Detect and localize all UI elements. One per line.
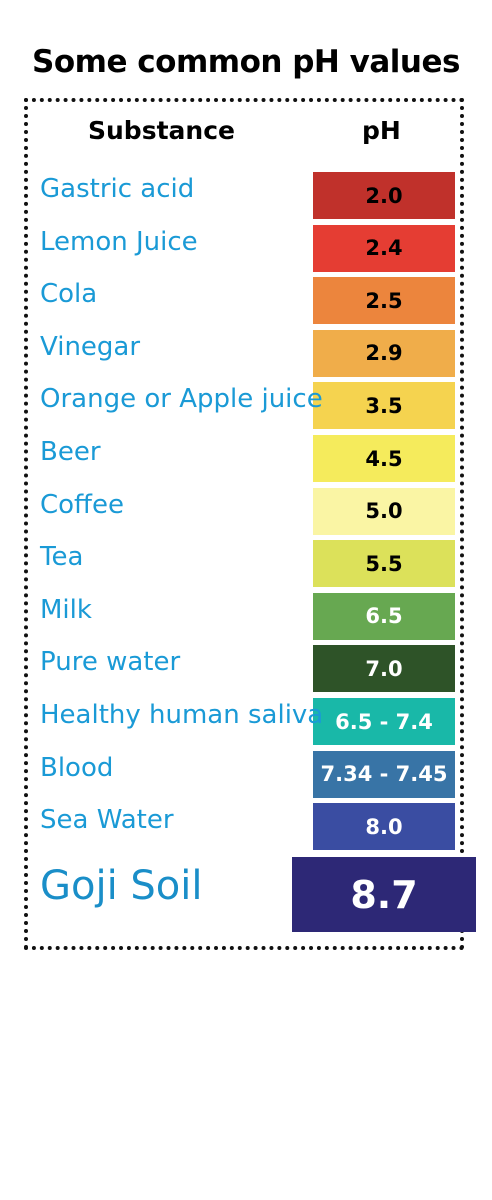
table-row: 2.4 Lemon Juice — [0, 224, 492, 272]
substance-name: Goji Soil — [40, 863, 203, 909]
dotted-frame — [24, 98, 464, 950]
ph-value-cell: 6.5 - 7.4 — [313, 698, 455, 745]
table-row: 6.5 Milk — [0, 592, 492, 640]
substance-name: Healthy human saliva — [40, 700, 324, 730]
substance-name: Pure water — [40, 647, 181, 678]
header-ph: pH — [362, 116, 401, 145]
substance-name: Blood — [40, 752, 114, 783]
substance-name: Tea — [40, 542, 84, 573]
substance-name: Lemon Juice — [40, 226, 198, 257]
substance-name: Milk — [40, 594, 92, 625]
ph-value-cell: 2.0 — [313, 172, 455, 219]
table-row: 7.0 Pure water — [0, 645, 492, 693]
ph-value-cell: 4.5 — [313, 435, 455, 482]
ph-value-cell: 7.34 - 7.45 — [313, 750, 455, 798]
table-row: 7.34 - 7.45 Blood — [0, 750, 492, 798]
table-row: 6.5 - 7.4 Healthy human saliva — [0, 698, 492, 745]
substance-name: Orange or Apple juice — [40, 384, 323, 415]
substance-name: Cola — [40, 279, 98, 310]
table-row: 5.5 Tea — [0, 540, 492, 588]
substance-name: Sea Water — [40, 805, 174, 836]
table-row: 2.0 Gastric acid — [0, 172, 492, 219]
chart-title: Some common pH values — [32, 44, 460, 80]
ph-value-cell: 7.0 — [313, 645, 455, 693]
ph-value-cell: 2.9 — [313, 329, 455, 377]
table-row: 4.5 Beer — [0, 435, 492, 482]
substance-name: Gastric acid — [40, 174, 195, 204]
ph-value-cell: 2.5 — [313, 277, 455, 325]
header-substance: Substance — [88, 116, 235, 145]
table-row: 5.0 Coffee — [0, 487, 492, 535]
table-row: 3.5 Orange or Apple juice — [0, 382, 492, 430]
substance-name: Vinegar — [40, 331, 141, 362]
table-row: 8.7 Goji Soil — [0, 857, 492, 932]
ph-value-cell: 8.7 — [292, 857, 476, 932]
ph-value-cell: 3.5 — [313, 382, 455, 430]
table-row: 2.9 Vinegar — [0, 329, 492, 377]
ph-value-cell: 6.5 — [313, 592, 455, 640]
table-row: 8.0 Sea Water — [0, 803, 492, 851]
ph-value-cell: 5.5 — [313, 540, 455, 588]
table-row: 2.5 Cola — [0, 277, 492, 325]
substance-name: Coffee — [40, 489, 124, 520]
substance-name: Beer — [40, 437, 101, 467]
ph-value-cell: 5.0 — [313, 487, 455, 535]
ph-value-cell: 2.4 — [313, 224, 455, 272]
ph-value-cell: 8.0 — [313, 803, 455, 851]
